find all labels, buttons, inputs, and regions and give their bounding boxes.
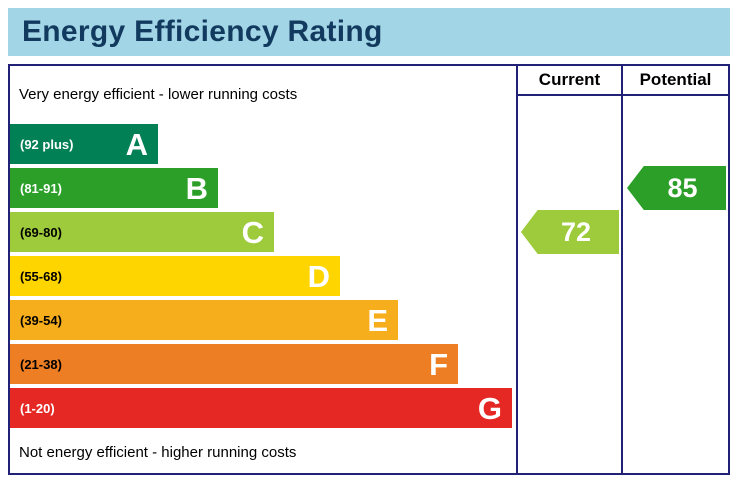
band-d-bar: (55-68) D — [10, 256, 340, 296]
band-c-bar: (69-80) C — [10, 212, 274, 252]
band-a-bar: (92 plus) A — [10, 124, 158, 164]
potential-rating-arrow: 85 — [627, 166, 726, 210]
band-row-f: (21-38) F — [10, 344, 516, 384]
current-rating-arrow: 72 — [521, 210, 619, 254]
title-bar: Energy Efficiency Rating — [8, 8, 730, 56]
potential-column-header: Potential — [623, 66, 728, 96]
top-note: Very energy efficient - lower running co… — [19, 86, 298, 103]
band-b-bar: (81-91) B — [10, 168, 218, 208]
band-b-range: (81-91) — [20, 180, 62, 196]
band-f-bar: (21-38) F — [10, 344, 458, 384]
current-column: Current 72 — [516, 66, 621, 473]
band-row-a: (92 plus) A — [10, 124, 516, 164]
band-a-range: (92 plus) — [20, 136, 74, 152]
band-b-letter: B — [185, 170, 208, 206]
band-row-c: (69-80) C — [10, 212, 516, 252]
band-d-letter: D — [307, 258, 330, 294]
bottom-note: Not energy efficient - higher running co… — [19, 444, 297, 461]
band-e-letter: E — [367, 302, 388, 338]
band-d-range: (55-68) — [20, 268, 62, 284]
band-e-bar: (39-54) E — [10, 300, 398, 340]
band-f-letter: F — [429, 346, 448, 382]
band-c-range: (69-80) — [20, 224, 62, 240]
page-title: Energy Efficiency Rating — [22, 15, 383, 48]
band-row-d: (55-68) D — [10, 256, 516, 296]
rating-bands: (92 plus) A (81-91) B (69-80) C — [10, 124, 516, 432]
band-e-range: (39-54) — [20, 312, 62, 328]
potential-rating-value: 85 — [667, 172, 698, 203]
current-rating-value: 72 — [560, 216, 592, 247]
band-row-e: (39-54) E — [10, 300, 516, 340]
band-f-range: (21-38) — [20, 356, 62, 372]
band-g-letter: G — [477, 390, 502, 426]
band-row-g: (1-20) G — [10, 388, 516, 428]
rating-scale-area: Very energy efficient - lower running co… — [10, 66, 516, 473]
band-a-letter: A — [125, 126, 148, 162]
band-row-b: (81-91) B — [10, 168, 516, 208]
band-c-letter: C — [241, 214, 264, 250]
energy-efficiency-chart: Very energy efficient - lower running co… — [8, 64, 730, 475]
current-column-header: Current — [518, 66, 621, 96]
potential-column: Potential 85 — [621, 66, 728, 473]
band-g-bar: (1-20) G — [10, 388, 512, 428]
band-g-range: (1-20) — [20, 400, 55, 416]
